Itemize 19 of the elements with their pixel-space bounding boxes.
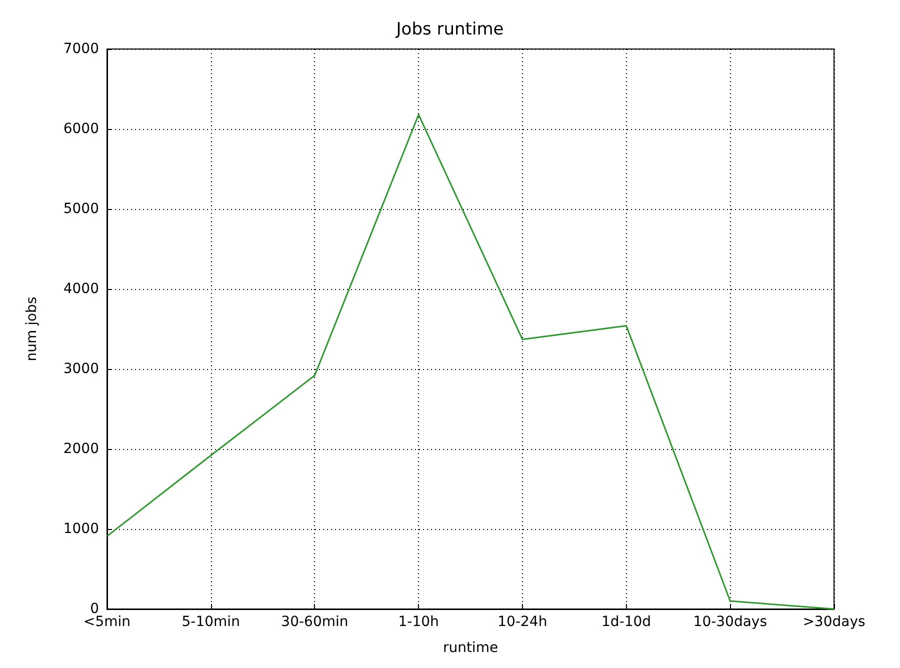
y-tick-label: 2000 — [63, 441, 99, 457]
y-tick-label: 0 — [90, 601, 99, 617]
y-tick-label: 1000 — [63, 521, 99, 537]
x-tick-label: 5-10min — [182, 614, 240, 630]
y-axis-title: num jobs — [24, 296, 40, 362]
x-tick-label: 10-24h — [498, 614, 548, 630]
x-axis-title: runtime — [442, 640, 498, 656]
y-tick-label: 3000 — [63, 361, 99, 377]
x-tick-label: 1d-10d — [602, 614, 652, 630]
x-tick-label: 1-10h — [398, 614, 439, 630]
y-tick-label: 4000 — [63, 281, 99, 297]
y-tick-label: 7000 — [63, 41, 99, 57]
x-tick-label: 30-60min — [281, 614, 348, 630]
x-tick-label: 10-30days — [693, 614, 768, 630]
chart-title: Jobs runtime — [395, 20, 504, 40]
x-tick-label: <5min — [83, 614, 131, 630]
x-tick-label: >30days — [802, 614, 866, 630]
y-tick-label: 5000 — [63, 201, 99, 217]
y-tick-label: 6000 — [63, 121, 99, 137]
